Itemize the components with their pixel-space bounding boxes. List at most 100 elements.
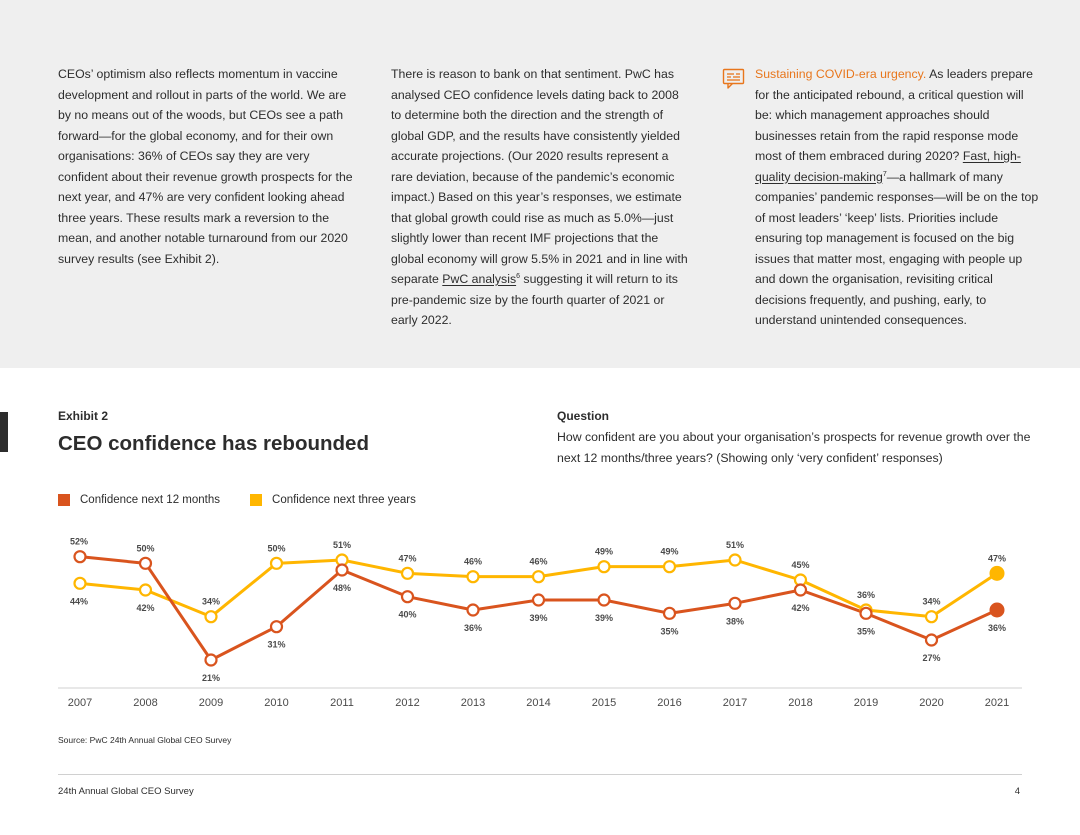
data-label-12-months-2021: 36%	[988, 623, 1006, 633]
data-label-12-months-2012: 40%	[398, 610, 416, 620]
data-point-12-months-2021	[989, 602, 1005, 618]
chart-source: Source: PwC 24th Annual Global CEO Surve…	[58, 735, 232, 745]
intro-paragraph-3: Sustaining COVID-era urgency. As leaders…	[755, 64, 1040, 331]
data-label-three-years-2013: 46%	[464, 557, 482, 567]
data-label-12-months-2016: 35%	[660, 626, 678, 636]
data-point-12-months-2009	[204, 653, 218, 667]
data-label-12-months-2019: 35%	[857, 626, 875, 636]
data-label-12-months-2013: 36%	[464, 623, 482, 633]
data-label-three-years-2016: 49%	[660, 547, 678, 557]
data-point-three-years-2009	[204, 610, 218, 624]
data-point-12-months-2010	[269, 620, 284, 634]
x-tick-label-2011: 2011	[330, 697, 354, 709]
data-label-12-months-2017: 38%	[726, 616, 744, 626]
x-tick-label-2007: 2007	[68, 697, 92, 709]
legend-label-12-months: Confidence next 12 months	[80, 494, 221, 506]
x-tick-label-2012: 2012	[395, 697, 419, 709]
intro-paragraph-2-end: suggesting it will return to its pre-pan…	[391, 272, 678, 327]
chart-title: CEO confidence has rebounded	[58, 432, 369, 455]
chart-legend: Confidence next 12 months Confidence nex…	[58, 494, 446, 506]
data-label-three-years-2017: 51%	[726, 540, 744, 550]
exhibit-label: Exhibit 2	[58, 409, 109, 423]
footer-report-title: 24th Annual Global CEO Survey	[58, 786, 194, 797]
data-label-12-months-2018: 42%	[791, 603, 809, 613]
data-point-three-years-2020	[924, 610, 939, 624]
intro-paragraph-3-end: —a hallmark of many companies’ pandemic …	[755, 169, 1039, 328]
data-point-12-months-2020	[924, 633, 939, 647]
data-label-12-months-2009: 21%	[202, 673, 220, 683]
data-label-three-years-2009: 34%	[202, 597, 220, 607]
data-point-three-years-2021	[989, 565, 1005, 581]
legend-label-three-years: Confidence next three years	[272, 494, 416, 506]
series-line-three-years	[79, 558, 998, 619]
data-label-three-years-2019: 36%	[857, 590, 875, 600]
page-number: 4	[1014, 786, 1020, 797]
data-label-12-months-2015: 39%	[595, 613, 613, 623]
data-label-12-months-2007: 52%	[70, 537, 88, 547]
data-point-12-months-2011	[335, 563, 349, 577]
data-point-three-years-2015	[597, 560, 611, 574]
x-tick-label-2014: 2014	[526, 697, 550, 709]
data-point-12-months-2016	[662, 606, 677, 620]
data-label-12-months-2008: 50%	[136, 543, 154, 553]
intro-paragraph-2: There is reason to bank on that sentimen…	[391, 64, 691, 331]
data-label-three-years-2014: 46%	[529, 557, 547, 567]
data-label-three-years-2015: 49%	[595, 547, 613, 557]
data-label-12-months-2014: 39%	[529, 613, 547, 623]
intro-paragraph-3-start: As leaders prepare for the anticipated r…	[755, 67, 1033, 163]
data-point-12-months-2007	[73, 550, 87, 564]
data-label-three-years-2018: 45%	[791, 560, 809, 570]
intro-paragraph-1: CEOs’ optimism also reflects momentum in…	[58, 67, 353, 266]
intro-column-1: CEOs’ optimism also reflects momentum in…	[58, 64, 358, 269]
data-point-12-months-2012	[400, 590, 415, 604]
data-point-12-months-2017	[728, 596, 742, 610]
confidence-line-chart: 52% 44% 50% 42% 34% 21% 50% 31% 51% 48% 47% 40% 46% 3…	[58, 537, 1022, 709]
speech-bubble-icon	[722, 68, 745, 89]
pwc-analysis-link[interactable]: PwC analysis	[442, 272, 517, 286]
x-tick-label-2015: 2015	[592, 697, 616, 709]
legend-swatch-three-years	[250, 494, 263, 506]
data-point-three-years-2016	[662, 560, 677, 574]
data-point-three-years-2013	[466, 570, 480, 584]
data-point-three-years-2014	[531, 570, 546, 584]
data-point-three-years-2010	[269, 556, 284, 570]
x-tick-label-2021: 2021	[985, 697, 1009, 709]
question-text: How confident are you about your organis…	[557, 430, 1031, 465]
data-point-three-years-2012	[400, 566, 415, 580]
data-label-12-months-2010: 31%	[267, 640, 285, 650]
intro-column-3: Sustaining COVID-era urgency. As leaders…	[755, 64, 1040, 331]
footnote-7: 7	[882, 170, 887, 178]
x-tick-label-2017: 2017	[723, 697, 747, 709]
question-label: Question	[557, 409, 610, 423]
x-tick-label-2018: 2018	[788, 697, 812, 709]
urgency-heading: Sustaining COVID-era urgency.	[755, 67, 927, 81]
x-tick-label-2010: 2010	[264, 697, 288, 709]
data-label-12-months-2011: 48%	[333, 583, 351, 593]
x-tick-label-2009: 2009	[199, 697, 223, 709]
side-tab-marker	[0, 412, 8, 452]
legend-item-12-months: Confidence next 12 months	[58, 494, 220, 506]
footer-divider	[58, 774, 1022, 775]
legend-item-three-years: Confidence next three years	[250, 494, 416, 506]
data-label-three-years-2011: 51%	[333, 540, 351, 550]
data-label-three-years-2008: 42%	[136, 603, 154, 613]
data-point-12-months-2013	[466, 603, 480, 617]
x-tick-label-2016: 2016	[657, 697, 681, 709]
data-label-three-years-2010: 50%	[267, 543, 285, 553]
data-point-12-months-2008	[138, 556, 153, 570]
intro-band	[0, 0, 1080, 368]
data-label-three-years-2012: 47%	[398, 553, 416, 563]
data-point-12-months-2014	[531, 593, 546, 607]
data-point-12-months-2015	[597, 593, 611, 607]
data-point-three-years-2008	[138, 583, 153, 597]
data-label-three-years-2020: 34%	[922, 597, 940, 607]
data-label-12-months-2020: 27%	[922, 653, 940, 663]
legend-swatch-12-months	[58, 494, 70, 506]
decision-making-link[interactable]: Fast, high-quality decision-making	[755, 149, 1021, 184]
intro-paragraph-2-start: There is reason to bank on that sentimen…	[391, 67, 688, 286]
x-tick-label-2013: 2013	[461, 697, 485, 709]
footnote-6: 6	[516, 272, 520, 280]
data-point-12-months-2019	[859, 606, 873, 620]
data-point-three-years-2017	[728, 553, 742, 567]
x-tick-label-2020: 2020	[919, 697, 943, 709]
